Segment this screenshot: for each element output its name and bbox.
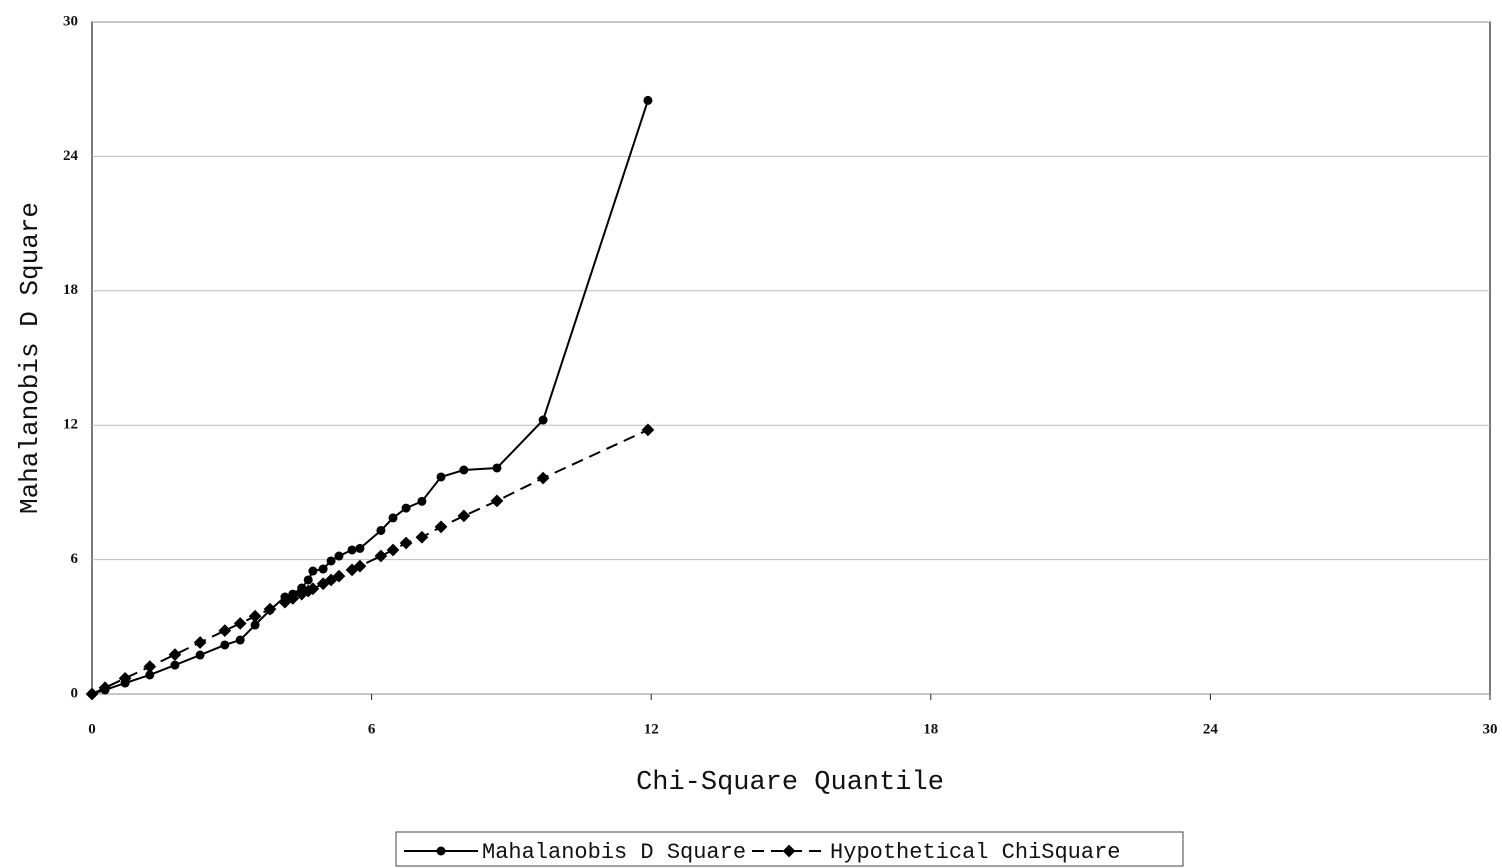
data-point	[374, 549, 388, 563]
data-point	[436, 472, 446, 482]
data-point	[434, 520, 448, 534]
data-point	[220, 640, 230, 650]
data-point	[355, 543, 365, 553]
data-point	[538, 415, 548, 425]
data-point	[286, 591, 300, 605]
data-point	[492, 463, 502, 473]
y-tick-label: 0	[71, 685, 79, 701]
data-point	[399, 536, 413, 550]
x-tick-label: 6	[368, 721, 376, 737]
data-point	[347, 545, 357, 555]
data-point	[326, 556, 336, 566]
data-point	[118, 671, 132, 685]
data-point	[263, 602, 277, 616]
data-point	[168, 648, 182, 661]
data-point	[193, 636, 207, 649]
y-tick-label: 18	[63, 282, 78, 298]
data-point	[643, 95, 653, 105]
data-point	[235, 635, 245, 645]
data-point	[536, 471, 550, 485]
legend-label: Hypothetical ChiSquare	[830, 840, 1120, 865]
data-point	[233, 617, 247, 630]
data-point	[303, 575, 313, 585]
legend-box	[395, 831, 1184, 867]
x-tick-label: 24	[1203, 721, 1219, 737]
data-point	[641, 423, 655, 437]
data-point	[248, 609, 262, 623]
data-point	[459, 465, 469, 475]
legend-marker	[782, 844, 796, 858]
data-point	[386, 543, 400, 557]
y-axis-label: Mahalanobis D Square	[15, 202, 45, 514]
data-point	[417, 496, 427, 506]
series-line	[91, 100, 649, 695]
data-point	[145, 670, 155, 680]
data-point	[170, 660, 180, 670]
data-point	[353, 559, 367, 573]
x-tick-label: 12	[644, 721, 659, 737]
data-point	[143, 660, 157, 674]
data-point	[401, 503, 411, 513]
data-point	[218, 624, 232, 637]
data-point	[318, 564, 328, 574]
data-point	[457, 509, 471, 523]
x-tick-label: 18	[923, 721, 938, 737]
data-point	[308, 566, 318, 576]
data-point	[98, 681, 112, 695]
y-tick-label: 12	[63, 417, 78, 433]
legend-label: Mahalanobis D Square	[482, 840, 746, 865]
data-point	[250, 620, 260, 630]
data-point	[490, 494, 504, 508]
legend-marker	[436, 846, 446, 856]
x-axis-label: Chi-Square Quantile	[636, 768, 944, 798]
data-point	[306, 582, 320, 596]
y-tick-label: 30	[63, 13, 78, 29]
data-point	[376, 525, 386, 535]
y-tick-label: 24	[63, 148, 79, 164]
data-point	[415, 530, 429, 544]
data-point	[332, 569, 346, 583]
data-point	[334, 551, 344, 561]
series-line	[91, 428, 649, 695]
data-point	[388, 513, 398, 523]
y-tick-label: 6	[71, 551, 79, 567]
data-point	[85, 687, 99, 701]
x-tick-label: 30	[1483, 721, 1498, 737]
x-tick-label: 0	[88, 721, 96, 737]
data-point	[195, 650, 205, 660]
